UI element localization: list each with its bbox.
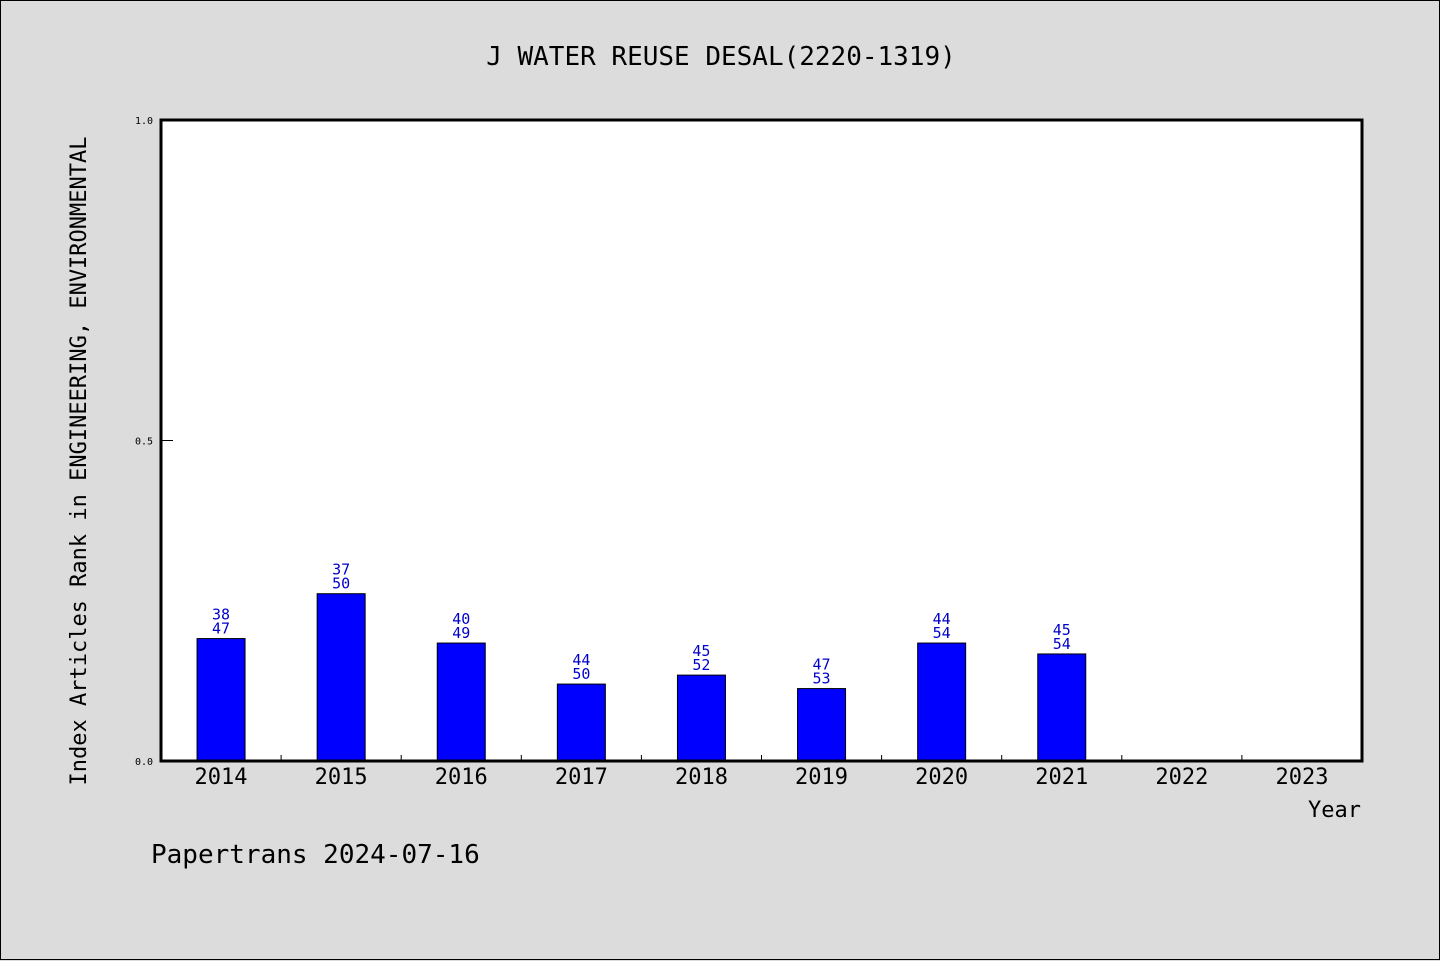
data-label-top: 40 bbox=[452, 610, 470, 628]
bar-2019 bbox=[797, 688, 847, 762]
bar-2015 bbox=[316, 593, 366, 762]
y-tick-label: 0.5 bbox=[135, 437, 153, 448]
x-tick-label: 2021 bbox=[1035, 765, 1088, 790]
chart-title: J WATER REUSE DESAL(2220-1319) bbox=[486, 42, 956, 72]
footer-credit: Papertrans 2024-07-16 bbox=[151, 840, 480, 870]
data-label-top: 45 bbox=[1053, 621, 1071, 639]
axis-ticks: 0.0 0.5 1.0 2014 2015 2016 2017 2018 2019 2020 202… bbox=[135, 116, 1329, 790]
plot-border bbox=[159, 118, 1364, 763]
y-axis-label: Index Articles Rank in ENGINEERING, ENVI… bbox=[67, 136, 92, 785]
data-label-top: 37 bbox=[332, 561, 350, 579]
x-tick-label: 2017 bbox=[555, 765, 608, 790]
x-axis-label: Year bbox=[1308, 798, 1361, 823]
x-tick-label: 2016 bbox=[435, 765, 488, 790]
x-tick-label: 2018 bbox=[675, 765, 728, 790]
bar-2017 bbox=[556, 683, 606, 762]
y-tick-label: 0.0 bbox=[135, 757, 153, 768]
x-tick-label: 2020 bbox=[915, 765, 968, 790]
x-tick-label: 2023 bbox=[1275, 765, 1328, 790]
data-label-bottom: 47 bbox=[212, 620, 230, 638]
data-label-bottom: 53 bbox=[813, 670, 831, 688]
bars bbox=[196, 593, 1087, 762]
x-tick-label: 2022 bbox=[1155, 765, 1208, 790]
data-label-top: 44 bbox=[572, 651, 590, 669]
x-tick-label: 2019 bbox=[795, 765, 848, 790]
x-tick-label: 2015 bbox=[315, 765, 368, 790]
data-label-top: 38 bbox=[212, 606, 230, 624]
data-label-top: 44 bbox=[933, 610, 951, 628]
x-tick-label: 2014 bbox=[195, 765, 248, 790]
bar-2014 bbox=[196, 638, 246, 762]
data-label-top: 45 bbox=[692, 642, 710, 660]
bar-2021 bbox=[1037, 653, 1087, 762]
bar-2018 bbox=[676, 674, 726, 762]
data-label-bottom: 50 bbox=[332, 575, 350, 593]
data-label-bottom: 49 bbox=[452, 624, 470, 642]
data-label-bottom: 52 bbox=[692, 656, 710, 674]
y-tick-label: 1.0 bbox=[135, 116, 153, 127]
bar-2016 bbox=[436, 642, 486, 762]
data-label-top: 47 bbox=[813, 656, 831, 674]
data-label-bottom: 54 bbox=[1053, 635, 1071, 653]
data-label-bottom: 54 bbox=[933, 624, 951, 642]
data-label-bottom: 50 bbox=[572, 665, 590, 683]
bar-2020 bbox=[917, 642, 967, 762]
